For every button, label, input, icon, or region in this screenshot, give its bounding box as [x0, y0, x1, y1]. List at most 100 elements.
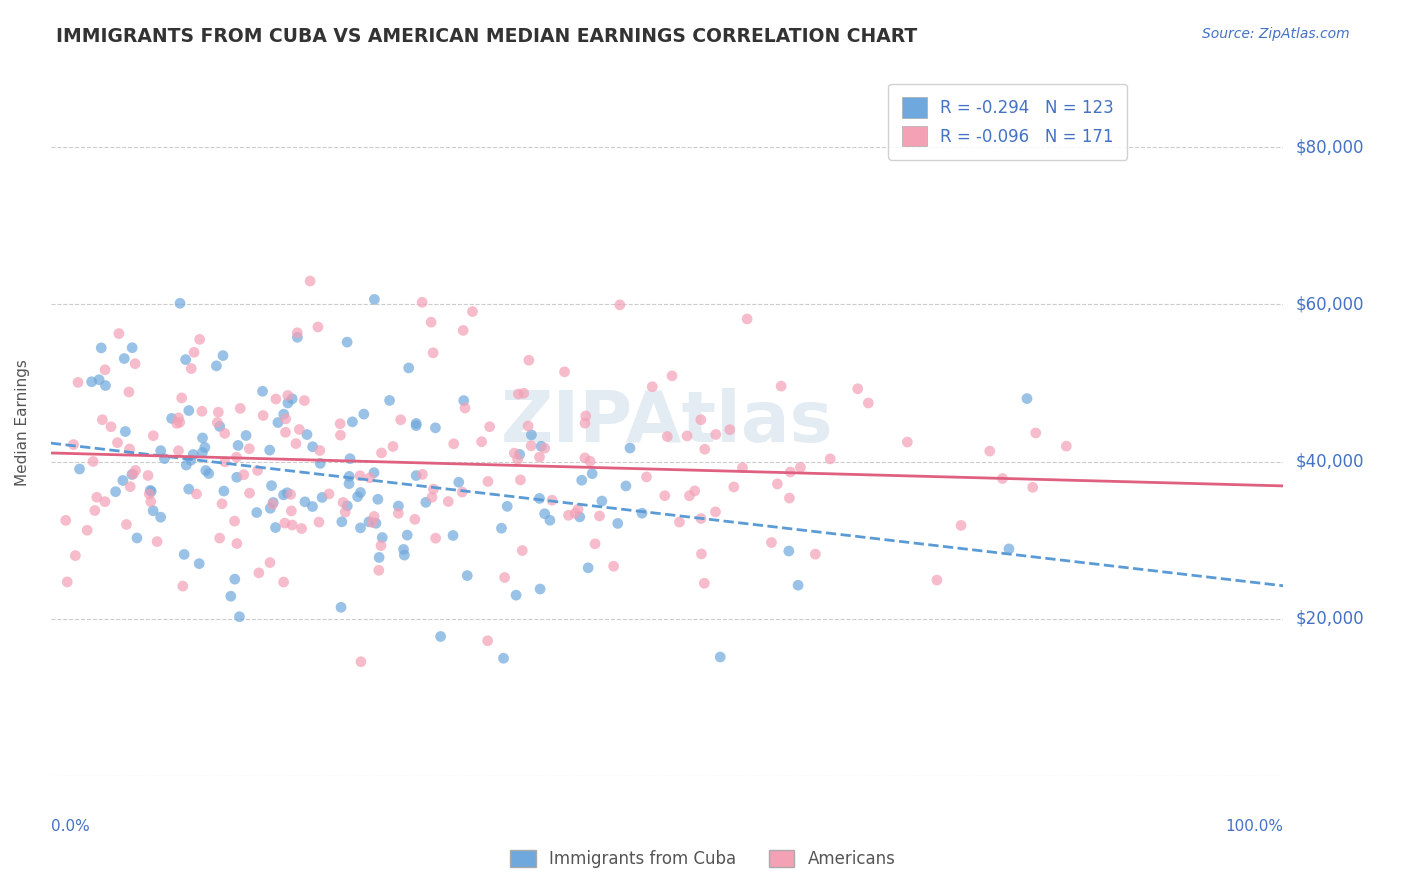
Point [396, 528, 419, 542]
Point [367, 563, 389, 577]
Point [657, 429, 679, 443]
Point [370, 446, 392, 460]
Point [180, 361, 202, 376]
Point [183, 345, 205, 359]
Point [307, 320, 329, 334]
Point [225, 450, 247, 465]
Point [346, 490, 368, 504]
Point [335, 505, 357, 519]
Point [141, 484, 163, 499]
Point [139, 494, 162, 508]
Point [174, 352, 197, 367]
Point [342, 415, 364, 429]
Point [280, 487, 302, 501]
Point [149, 510, 172, 524]
Point [363, 466, 385, 480]
Point [454, 401, 477, 415]
Point [447, 475, 470, 490]
Point [575, 409, 598, 423]
Point [787, 578, 810, 592]
Point [505, 588, 527, 602]
Point [654, 489, 676, 503]
Point [308, 515, 330, 529]
Point [330, 600, 353, 615]
Point [104, 484, 127, 499]
Point [363, 509, 385, 524]
Point [583, 537, 606, 551]
Point [704, 427, 727, 442]
Point [846, 382, 869, 396]
Point [65, 549, 87, 563]
Point [437, 494, 460, 508]
Point [226, 438, 249, 452]
Point [186, 487, 208, 501]
Point [517, 353, 540, 368]
Point [280, 504, 302, 518]
Text: 100.0%: 100.0% [1226, 819, 1284, 834]
Point [661, 368, 683, 383]
Point [693, 576, 716, 591]
Point [86, 490, 108, 504]
Point [451, 323, 474, 337]
Point [107, 435, 129, 450]
Point [508, 387, 530, 401]
Point [533, 441, 555, 455]
Point [153, 451, 176, 466]
Point [392, 542, 415, 557]
Point [443, 437, 465, 451]
Point [172, 579, 194, 593]
Point [761, 535, 783, 549]
Point [336, 499, 359, 513]
Point [211, 497, 233, 511]
Text: $20,000: $20,000 [1296, 610, 1364, 628]
Point [121, 341, 143, 355]
Point [212, 349, 235, 363]
Point [574, 450, 596, 465]
Point [115, 517, 138, 532]
Point [425, 421, 447, 435]
Point [246, 463, 269, 477]
Point [557, 508, 579, 523]
Point [125, 531, 148, 545]
Point [232, 467, 254, 482]
Point [509, 447, 531, 461]
Point [510, 543, 533, 558]
Point [100, 419, 122, 434]
Point [238, 442, 260, 456]
Point [339, 451, 361, 466]
Point [770, 379, 793, 393]
Point [541, 493, 564, 508]
Text: $60,000: $60,000 [1296, 295, 1364, 313]
Point [229, 401, 252, 416]
Point [67, 376, 90, 390]
Point [336, 335, 359, 350]
Point [207, 416, 229, 430]
Point [349, 485, 371, 500]
Point [136, 468, 159, 483]
Point [90, 341, 112, 355]
Point [197, 467, 219, 481]
Point [779, 465, 801, 479]
Point [405, 417, 427, 431]
Point [277, 388, 299, 402]
Point [411, 467, 433, 482]
Point [690, 511, 713, 525]
Point [477, 633, 499, 648]
Point [142, 428, 165, 442]
Point [693, 442, 716, 457]
Point [453, 393, 475, 408]
Point [208, 531, 231, 545]
Point [387, 507, 409, 521]
Point [194, 441, 217, 455]
Point [404, 512, 426, 526]
Point [299, 274, 322, 288]
Point [273, 575, 295, 590]
Point [177, 482, 200, 496]
Point [311, 491, 333, 505]
Point [461, 304, 484, 318]
Point [118, 384, 141, 399]
Point [456, 568, 478, 582]
Point [606, 516, 628, 531]
Point [309, 457, 332, 471]
Point [207, 405, 229, 419]
